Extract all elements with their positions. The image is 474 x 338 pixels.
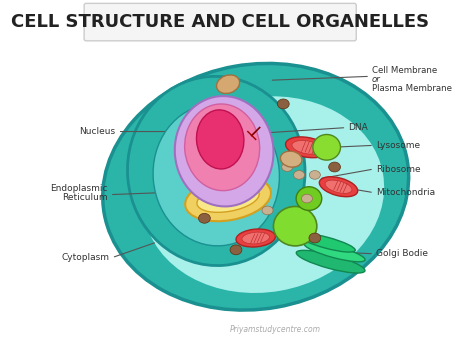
Ellipse shape [217, 75, 239, 94]
Ellipse shape [273, 207, 317, 246]
Ellipse shape [328, 162, 340, 172]
Ellipse shape [282, 163, 293, 171]
Ellipse shape [175, 96, 273, 207]
Ellipse shape [242, 232, 269, 244]
Text: or: or [372, 75, 381, 84]
Text: Ribosome: Ribosome [376, 165, 420, 173]
Ellipse shape [281, 151, 302, 167]
FancyBboxPatch shape [84, 3, 356, 41]
Ellipse shape [236, 229, 275, 247]
Ellipse shape [319, 177, 358, 197]
Ellipse shape [296, 187, 322, 211]
Ellipse shape [301, 194, 312, 203]
Ellipse shape [197, 185, 259, 212]
Text: Priyamstudycentre.com: Priyamstudycentre.com [230, 325, 321, 334]
Text: Reticulum: Reticulum [62, 193, 108, 202]
Ellipse shape [296, 250, 365, 273]
Ellipse shape [285, 137, 328, 158]
Ellipse shape [310, 171, 320, 179]
Ellipse shape [262, 206, 273, 215]
Text: Nucleus: Nucleus [80, 127, 116, 136]
Ellipse shape [298, 234, 356, 252]
Text: Golgi Bodie: Golgi Bodie [376, 249, 428, 258]
Ellipse shape [153, 104, 279, 246]
Ellipse shape [309, 233, 321, 243]
Text: CELL STRUCTURE AND CELL ORGANELLES: CELL STRUCTURE AND CELL ORGANELLES [11, 13, 429, 31]
Ellipse shape [185, 104, 260, 191]
Ellipse shape [292, 141, 322, 154]
Ellipse shape [199, 213, 210, 223]
Text: Endoplasmic: Endoplasmic [50, 184, 108, 193]
Ellipse shape [142, 95, 385, 294]
Ellipse shape [304, 242, 365, 262]
Ellipse shape [313, 135, 340, 160]
Text: Lysosome: Lysosome [376, 141, 420, 150]
Ellipse shape [325, 180, 352, 193]
Text: Plasma Membrane: Plasma Membrane [372, 84, 452, 93]
Ellipse shape [103, 64, 409, 310]
Ellipse shape [128, 76, 305, 266]
Text: Mitochondria: Mitochondria [376, 188, 435, 197]
Ellipse shape [277, 99, 289, 109]
Ellipse shape [185, 176, 271, 221]
Text: DNA: DNA [348, 123, 368, 132]
Text: Cell Membrane: Cell Membrane [372, 66, 438, 75]
Ellipse shape [197, 110, 244, 169]
Text: Cytoplasm: Cytoplasm [62, 253, 110, 262]
Ellipse shape [230, 245, 242, 255]
Ellipse shape [293, 171, 305, 179]
